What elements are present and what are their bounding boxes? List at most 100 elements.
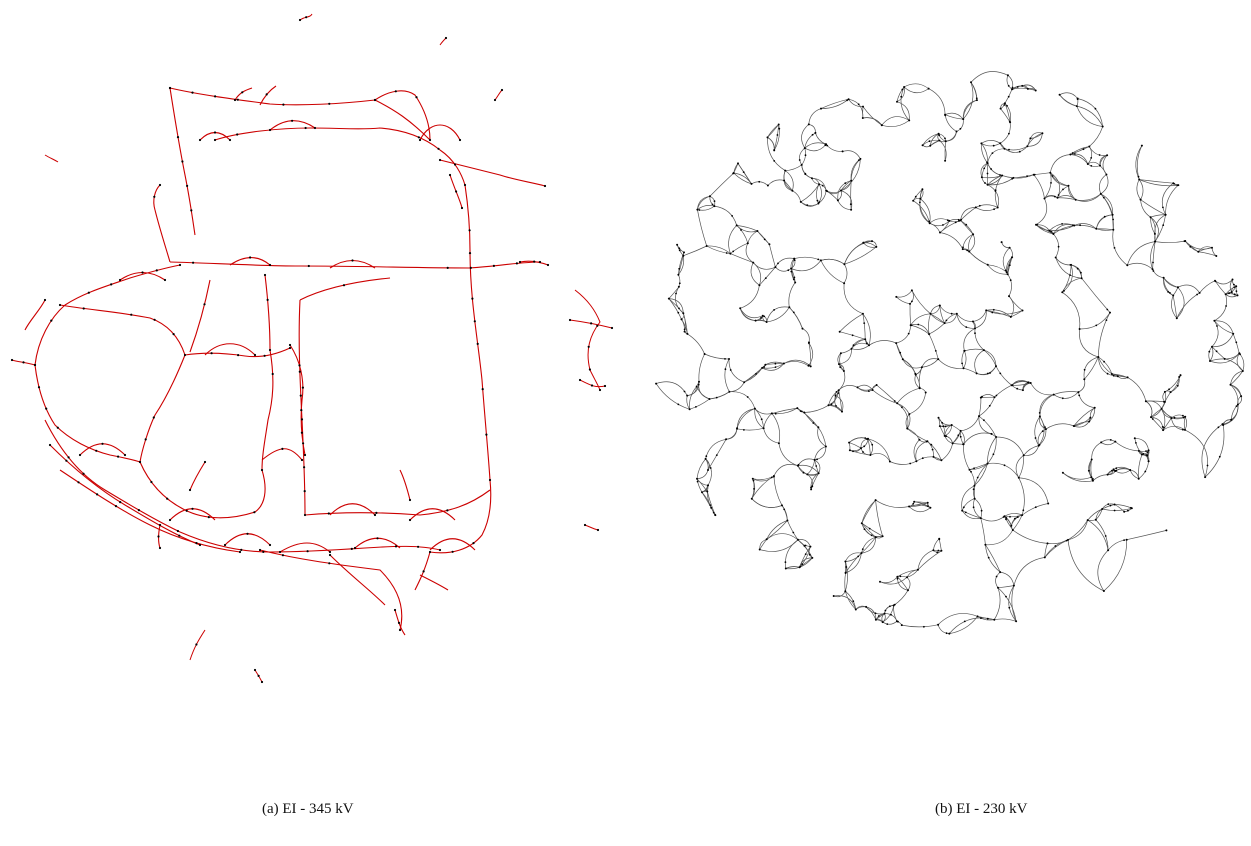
bus-node (843, 263, 846, 266)
transmission-line (1161, 408, 1172, 419)
bus-node (908, 505, 911, 508)
transmission-line (1018, 477, 1049, 504)
transmission-line (1100, 193, 1114, 230)
bus-node (978, 415, 980, 418)
bus-node (191, 91, 194, 94)
bus-node (1010, 256, 1013, 259)
bus-node (996, 206, 999, 209)
bus-node (816, 199, 819, 202)
bus-node (945, 435, 948, 438)
bus-node (993, 396, 996, 399)
bus-node (1043, 197, 1046, 200)
bus-node (980, 509, 983, 512)
transmission-line (974, 349, 985, 374)
bus-node (1197, 250, 1200, 253)
transmission-line (683, 245, 707, 257)
transmission-line (968, 234, 974, 252)
transmission-line (905, 413, 910, 429)
transmission-line (922, 145, 931, 148)
bus-node (1054, 256, 1057, 259)
transmission-line (814, 446, 827, 460)
transmission-line (861, 499, 876, 524)
transmission-line (697, 195, 710, 210)
bus-node (806, 204, 809, 207)
transmission-line (1152, 241, 1156, 270)
bus-node (1078, 328, 1081, 330)
bus-node (472, 542, 475, 545)
transmission-line (759, 538, 767, 550)
transmission-line (773, 464, 799, 477)
transmission-line (960, 220, 974, 235)
transmission-line (995, 365, 1012, 386)
transmission-line (922, 139, 940, 146)
bus-node (909, 462, 912, 465)
bus-node (1163, 426, 1165, 429)
bus-node (804, 553, 807, 555)
transmission-line (913, 439, 920, 462)
transmission-line (1027, 132, 1043, 147)
bus-node (476, 342, 479, 345)
bus-node (787, 269, 790, 272)
transmission-line (1044, 172, 1052, 199)
bus-node (735, 224, 738, 227)
transmission-line (696, 458, 706, 479)
bus-node (980, 176, 983, 179)
transmission-line (1184, 240, 1213, 250)
transmission-line (1145, 400, 1153, 418)
bus-node (353, 546, 357, 550)
transmission-line (1013, 557, 1045, 586)
transmission-line (789, 306, 803, 329)
bus-node (137, 509, 140, 512)
transmission-line (1184, 429, 1208, 478)
bus-node (265, 93, 268, 96)
bus-node (77, 481, 80, 484)
transmission-line (697, 195, 711, 210)
bus-node (852, 450, 854, 453)
bus-node (1065, 539, 1068, 542)
transmission-line (978, 397, 982, 417)
transmission-line (1049, 225, 1075, 232)
bus-node (1009, 515, 1011, 518)
transmission-line (1127, 262, 1153, 270)
transmission-line (754, 408, 764, 429)
transmission-line (896, 290, 913, 298)
bus-node (770, 412, 773, 415)
transmission-line (944, 112, 964, 120)
bus-node (890, 613, 892, 616)
transmission-line (1115, 468, 1131, 472)
transmission-line (960, 430, 965, 445)
transmission-line (974, 310, 987, 329)
bus-node (1046, 542, 1049, 545)
bus-node (1057, 245, 1060, 248)
bus-node (1137, 449, 1140, 452)
transmission-line (729, 391, 756, 409)
transmission-line (1214, 320, 1234, 334)
bus-node (938, 425, 941, 428)
transmission-line (896, 86, 905, 103)
bus-node (1216, 325, 1218, 327)
transmission-line (897, 403, 909, 429)
bus-node (879, 580, 881, 583)
transmission-line (1035, 224, 1054, 235)
bus-node (590, 322, 593, 325)
bus-node (263, 273, 267, 277)
bus-node (972, 506, 975, 509)
bus-node (992, 308, 995, 311)
bus-node (783, 508, 786, 511)
transmission-line (733, 163, 739, 174)
bus-node (241, 91, 244, 94)
transmission-line (752, 475, 775, 482)
transmission-line (1006, 256, 1013, 273)
bus-node (784, 169, 787, 172)
bus-node (939, 231, 941, 234)
transmission-line (1044, 195, 1058, 199)
transmission-line (974, 328, 985, 351)
bus-node (1198, 291, 1201, 294)
transmission-line (1007, 274, 1012, 297)
transmission-line (1150, 217, 1156, 235)
bus-node (460, 206, 464, 210)
transmission-line (978, 416, 992, 435)
transmission-line (1079, 328, 1099, 358)
bus-node (228, 138, 232, 142)
bus-node (850, 208, 853, 211)
